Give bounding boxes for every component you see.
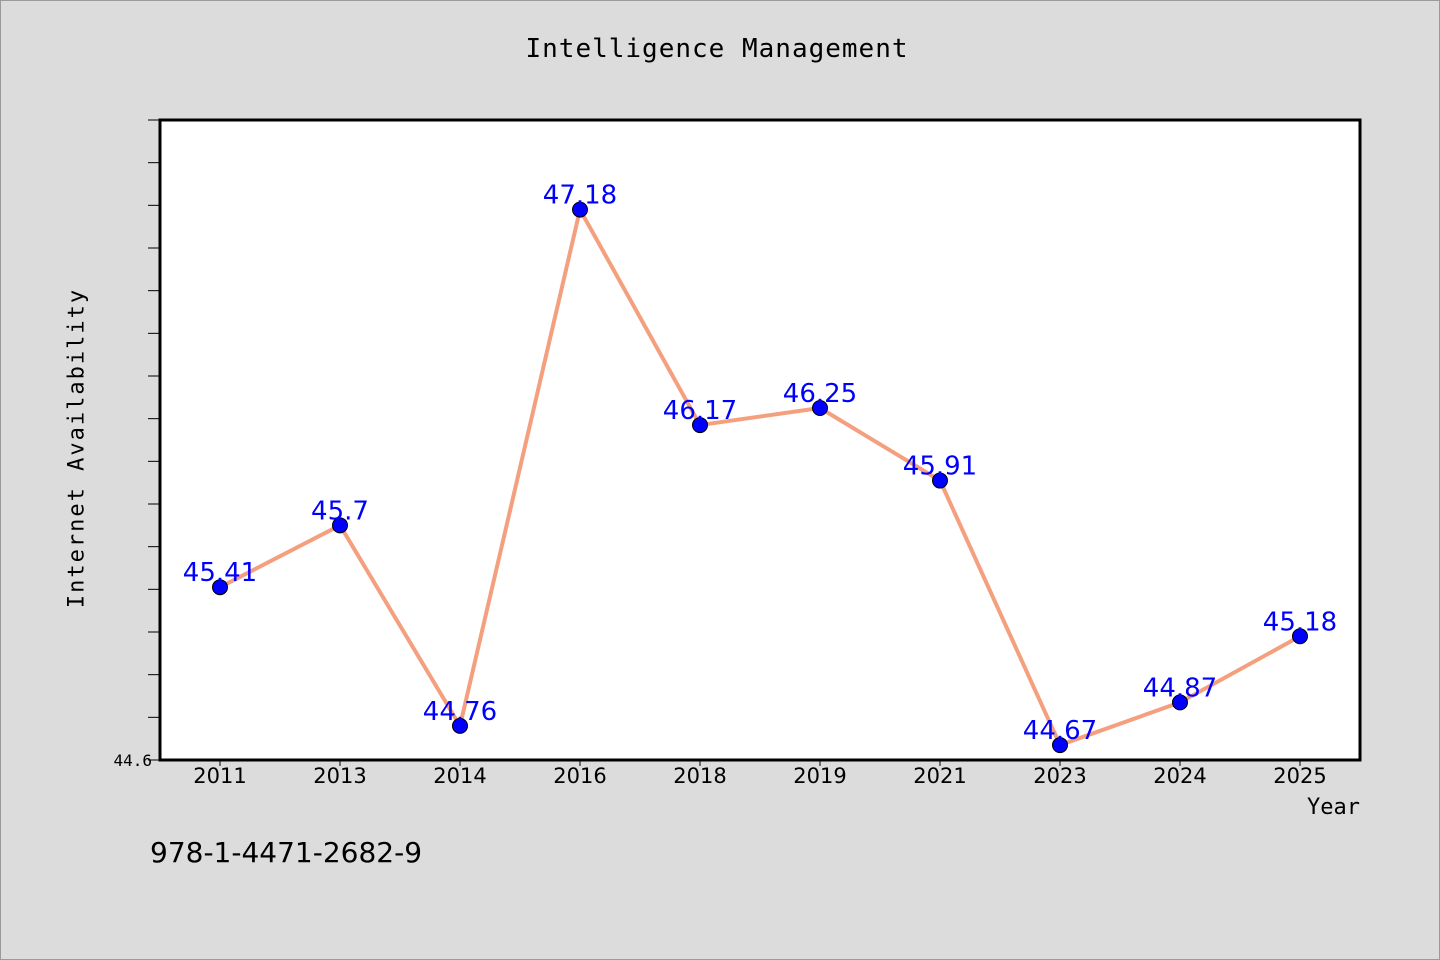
data-labels-group: 45.41 45.7 44.76 47.18 46.17 46.25 45.91 44.67 4… bbox=[183, 181, 1337, 746]
x-axis-ticks: 2011 2013 2014 2016 2018 2019 2021 2023 2024 2025 bbox=[193, 760, 1327, 788]
series-line bbox=[218, 207, 1302, 748]
data-label: 45.41 bbox=[183, 558, 257, 588]
series-group bbox=[212, 201, 1308, 754]
data-label: 45.91 bbox=[903, 452, 977, 482]
x-tick-label: 2011 bbox=[193, 764, 246, 788]
y-axis-ticks: 44.6 bbox=[113, 119, 160, 770]
data-point bbox=[212, 579, 228, 596]
data-label: 44.76 bbox=[423, 697, 497, 727]
data-label: 45.18 bbox=[1263, 607, 1337, 637]
x-tick-label: 2013 bbox=[313, 764, 366, 788]
data-point bbox=[1172, 694, 1188, 711]
plot-area bbox=[158, 118, 1362, 762]
isbn-text: 978-1-4471-2682-9 bbox=[150, 836, 423, 869]
x-tick-label: 2024 bbox=[1153, 764, 1206, 788]
x-axis-label: Year bbox=[1307, 795, 1360, 820]
chart-title: Intelligence Management bbox=[525, 34, 909, 64]
x-tick-label: 2021 bbox=[913, 764, 966, 788]
x-tick-label: 2014 bbox=[433, 764, 486, 788]
x-tick-label: 2025 bbox=[1273, 764, 1326, 788]
data-point bbox=[1292, 628, 1308, 645]
data-label: 45.7 bbox=[311, 496, 369, 526]
data-label: 44.87 bbox=[1143, 673, 1217, 703]
x-tick-label: 2019 bbox=[793, 764, 846, 788]
data-point bbox=[572, 201, 588, 218]
data-label: 47.18 bbox=[543, 181, 617, 211]
data-label: 44.67 bbox=[1023, 716, 1097, 746]
data-point bbox=[692, 417, 708, 434]
data-point bbox=[452, 717, 468, 734]
data-point bbox=[812, 400, 828, 416]
x-tick-label: 2023 bbox=[1033, 764, 1086, 788]
y-tick-label: 44.6 bbox=[113, 751, 152, 770]
data-point bbox=[1052, 737, 1068, 754]
x-tick-label: 2018 bbox=[673, 764, 726, 788]
data-point bbox=[332, 517, 348, 534]
data-label: 46.17 bbox=[663, 396, 737, 426]
data-label: 46.25 bbox=[783, 379, 857, 409]
x-tick-label: 2016 bbox=[553, 764, 606, 788]
data-point bbox=[932, 472, 948, 489]
